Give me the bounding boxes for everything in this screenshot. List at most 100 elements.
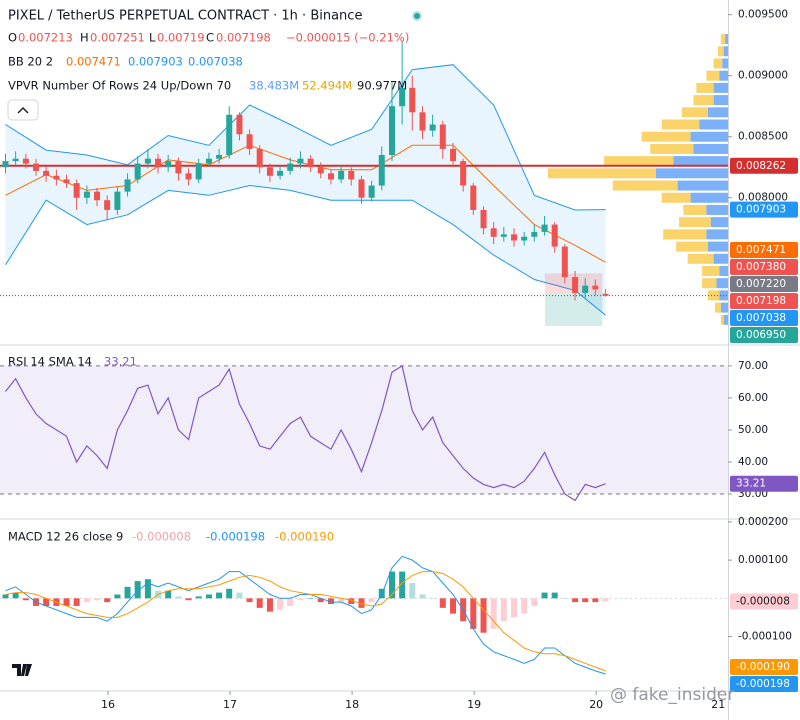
macd-histogram <box>327 598 334 605</box>
macd-histogram <box>429 598 436 599</box>
candle-body <box>124 179 131 192</box>
candle-body <box>531 231 538 237</box>
y-tick-label: 40.00 <box>738 456 768 468</box>
macd-histogram <box>358 598 365 608</box>
candle-body <box>205 158 212 164</box>
profile-up <box>719 70 728 81</box>
candle-body <box>368 185 375 198</box>
profile-down <box>661 119 700 130</box>
price-tag-label: 0.008262 <box>736 160 786 172</box>
candle-body <box>185 173 192 180</box>
ohlc-change: −0.000015 (−0.21%) <box>286 31 409 45</box>
macd-histogram <box>572 598 579 603</box>
logo <box>12 664 32 676</box>
profile-up <box>725 34 728 45</box>
price-tag-label: -0.000198 <box>736 678 790 690</box>
candle-body <box>551 224 558 247</box>
profile-up <box>720 302 728 313</box>
rsi-line <box>5 364 606 502</box>
y-tick-label: 0.000100 <box>738 554 788 566</box>
macd-histogram <box>439 598 446 608</box>
indicator-value: 0.007471 <box>66 55 121 69</box>
y-tick-label: 0.008500 <box>738 131 788 143</box>
profile-down <box>720 314 724 325</box>
candle-body <box>500 234 507 237</box>
macd-histogram <box>277 598 284 610</box>
macd-histogram <box>348 598 355 605</box>
ohlc-key: C <box>206 31 214 45</box>
candle-body <box>12 158 19 162</box>
collapse-button[interactable] <box>7 99 39 121</box>
macd-histogram <box>551 592 558 599</box>
macd-histogram <box>592 598 599 603</box>
profile-up <box>722 58 728 69</box>
candle-body <box>226 114 233 156</box>
macd-histogram <box>195 596 202 599</box>
indicator-value: -0.000190 <box>275 530 334 544</box>
profile-down <box>715 302 721 313</box>
macd-histogram <box>226 588 233 599</box>
candle-body <box>480 209 487 229</box>
candle-body <box>144 158 151 164</box>
profile-up <box>723 314 728 325</box>
candle-body <box>419 112 426 131</box>
y-tick-label: 0.009000 <box>738 70 788 82</box>
candle-body <box>22 158 29 164</box>
ohlc-key: H <box>80 31 89 45</box>
band-upper <box>5 64 606 211</box>
macd-histogram <box>134 581 141 599</box>
indicator-value: 38.483M <box>249 79 299 93</box>
macd-histogram <box>43 598 50 606</box>
candle-body <box>277 170 284 176</box>
profile-down <box>679 217 711 228</box>
status-dot <box>414 13 420 19</box>
macd-histogram <box>73 598 80 606</box>
macd-histogram <box>480 598 487 633</box>
chart-title: PIXEL / TetherUS PERPETUAL CONTRACT · 1h… <box>8 9 362 24</box>
macd-histogram <box>185 598 192 601</box>
profile-down <box>720 34 726 45</box>
macd-histogram <box>399 571 406 599</box>
macd-histogram <box>236 592 243 599</box>
macd-histogram <box>338 598 345 603</box>
profile-up <box>656 168 728 179</box>
macd-line <box>5 555 606 675</box>
macd-histogram <box>307 598 314 599</box>
macd-histogram <box>389 571 396 599</box>
profile-down <box>650 143 694 154</box>
macd-histogram <box>368 598 375 603</box>
x-tick-label: 20 <box>589 698 603 711</box>
macd-histogram <box>521 598 528 614</box>
price-tag-label: 0.007471 <box>736 244 786 256</box>
profile-down <box>663 229 707 240</box>
rsi-tag-label: 33.21 <box>736 478 766 490</box>
macd-histogram <box>561 598 568 599</box>
profile-up <box>699 119 728 130</box>
macd-histogram <box>12 592 19 599</box>
macd-histogram <box>297 598 304 601</box>
rsi-tag <box>730 475 798 492</box>
candle-body <box>470 185 477 210</box>
profile-down <box>702 278 717 289</box>
x-tick-label: 17 <box>223 698 237 711</box>
logo-mark <box>12 664 32 676</box>
candle-body <box>409 87 416 113</box>
ohlc-key: O <box>8 31 17 45</box>
candle-body <box>165 161 172 168</box>
ohlc-value: 0.007198 <box>216 31 271 45</box>
price-tag <box>730 676 798 692</box>
price-tag-label: -0.000190 <box>736 661 790 673</box>
macd-histogram <box>317 598 324 603</box>
x-tick-label: 18 <box>345 698 359 711</box>
profile-down <box>702 265 720 276</box>
candle-body <box>297 158 304 164</box>
profile-down <box>706 70 720 81</box>
macd-histogram <box>450 598 457 614</box>
candle-body <box>460 161 467 186</box>
plot-layer: 0.009500 0.009000 0.008500 0.008000 0.008262… <box>0 9 798 711</box>
profile-up <box>677 180 728 191</box>
macd-histogram <box>287 598 294 606</box>
price-tag-label: 0.007038 <box>736 312 786 324</box>
macd-histogram <box>63 598 70 606</box>
profile-up <box>706 229 728 240</box>
